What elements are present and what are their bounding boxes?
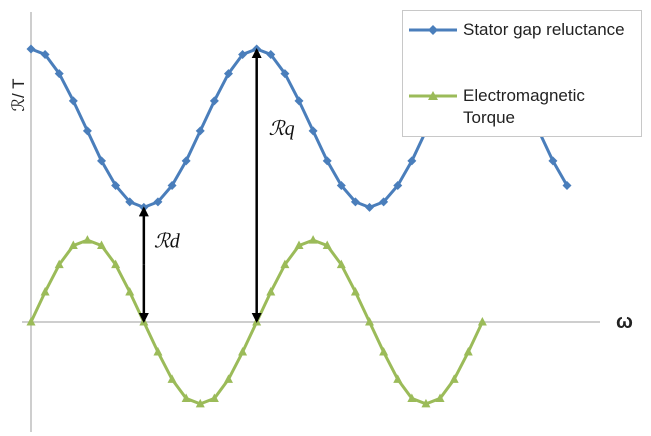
data-point-1-28	[421, 398, 431, 408]
data-point-0-25	[379, 197, 389, 207]
data-point-1-11	[181, 393, 191, 402]
legend-entry-stator: Stator gap reluctance	[403, 19, 638, 41]
data-point-0-3	[68, 96, 78, 106]
legend-entry-torque: Electromagnetic Torque	[403, 85, 638, 129]
data-point-1-26	[393, 374, 403, 383]
data-point-1-13	[209, 393, 219, 402]
data-point-0-15	[238, 49, 248, 59]
data-point-0-18	[280, 69, 290, 79]
legend-label-torque: Electromagnetic Torque	[463, 86, 585, 127]
y-axis-label: ℛ/ T	[9, 78, 28, 111]
data-point-1-10	[167, 374, 177, 383]
data-point-0-0	[26, 44, 36, 54]
data-point-0-13	[209, 96, 219, 106]
data-point-1-27	[407, 393, 417, 402]
data-point-0-37	[548, 156, 558, 166]
data-point-1-9	[153, 347, 163, 356]
data-point-1-20	[308, 235, 318, 244]
data-point-1-17	[266, 286, 276, 296]
data-point-1-7	[125, 286, 135, 296]
legend-swatch-torque	[409, 91, 457, 100]
data-point-0-12	[195, 126, 205, 136]
data-point-0-27	[407, 156, 417, 166]
data-point-0-1	[40, 49, 50, 59]
data-point-1-21	[322, 240, 332, 250]
legend-label-stator: Stator gap reluctance	[463, 20, 625, 39]
data-point-0-19	[294, 96, 304, 106]
data-point-1-14	[223, 374, 233, 383]
data-point-1-22	[336, 259, 346, 269]
data-point-0-9	[153, 197, 163, 207]
data-point-0-6	[111, 181, 121, 190]
data-point-1-31	[463, 347, 473, 356]
legend-swatch-stator	[409, 25, 457, 35]
data-point-1-29	[435, 393, 445, 402]
data-point-0-26	[393, 181, 403, 190]
legend: Stator gap reluctance Electromagnetic To…	[402, 10, 642, 137]
data-point-1-0	[26, 317, 36, 326]
data-point-1-24	[365, 317, 375, 326]
data-point-1-18	[280, 259, 290, 269]
data-point-0-22	[336, 181, 346, 190]
data-point-1-30	[449, 374, 459, 383]
data-point-1-3	[68, 240, 78, 250]
data-point-1-25	[379, 347, 389, 356]
data-point-0-10	[167, 181, 177, 190]
data-point-1-23	[350, 286, 360, 296]
data-point-0-20	[308, 126, 318, 136]
data-point-1-32	[477, 317, 487, 326]
data-point-1-12	[195, 398, 205, 408]
data-point-0-17	[266, 49, 276, 59]
data-point-0-14	[223, 69, 233, 79]
data-point-1-19	[294, 240, 304, 250]
data-point-0-7	[125, 197, 135, 207]
data-point-0-21	[322, 156, 332, 166]
data-point-1-15	[238, 347, 248, 356]
x-axis-label: ω	[616, 311, 633, 333]
annotation-label-1: ℛq	[269, 118, 295, 140]
data-point-1-2	[54, 259, 64, 269]
data-point-0-2	[54, 69, 64, 79]
data-point-1-6	[111, 259, 121, 269]
data-point-0-11	[181, 156, 191, 166]
data-point-0-38	[562, 181, 572, 190]
data-point-0-23	[350, 197, 360, 207]
data-point-1-4	[82, 235, 92, 244]
annotation-label-0: ℛd	[154, 230, 181, 252]
data-point-0-5	[97, 156, 107, 166]
data-point-0-24	[365, 202, 375, 212]
data-point-0-4	[82, 126, 92, 136]
data-point-1-1	[40, 286, 50, 296]
data-point-1-5	[97, 240, 107, 250]
annotation-layer: ℛd ℛq	[138, 48, 295, 323]
